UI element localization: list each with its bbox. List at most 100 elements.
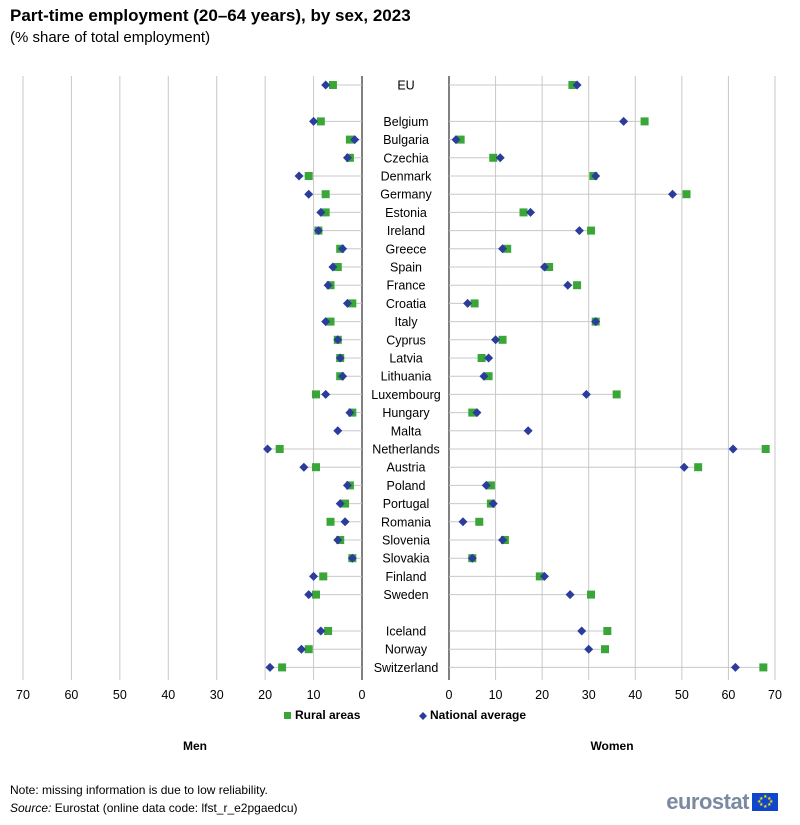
category-label-austria: Austria — [387, 461, 426, 475]
women-national-point-poland — [481, 480, 491, 490]
category-label-lithuania: Lithuania — [381, 370, 432, 384]
chart-title: Part-time employment (20–64 years), by s… — [10, 6, 411, 25]
women-tick-label: 30 — [582, 688, 596, 702]
women-national-point-belgium — [619, 116, 629, 126]
source-text: Eurostat (online data code: lfst_r_e2pga… — [51, 801, 298, 815]
category-label-croatia: Croatia — [386, 297, 426, 311]
women-rural-point-latvia — [477, 354, 486, 362]
category-label-greece: Greece — [386, 242, 427, 256]
men-rural-point-austria — [311, 463, 320, 472]
women-national-point-sweden — [565, 590, 575, 600]
women-national-point-netherlands — [728, 444, 738, 454]
men-national-point-iceland — [316, 626, 326, 636]
category-label-switzerland: Switzerland — [374, 661, 439, 675]
women-national-point-france — [563, 280, 573, 290]
category-label-finland: Finland — [386, 570, 427, 584]
men-rural-point-germany — [321, 190, 330, 199]
women-national-point-spain — [539, 262, 549, 272]
category-label-spain: Spain — [390, 261, 422, 275]
men-rural-point-iceland — [324, 627, 333, 635]
women-national-point-denmark — [591, 171, 601, 181]
category-label-belgium: Belgium — [383, 115, 428, 129]
butterfly-chart: EU Belgium Bulgaria Czechia Denmark Germany Es… — [16, 76, 782, 753]
women-national-point-italy — [591, 317, 601, 327]
men-national-point-norway — [296, 644, 306, 654]
women-rural-point-belgium — [640, 117, 649, 126]
category-label-eu: EU — [397, 79, 414, 93]
men-rural-point-switzerland — [278, 663, 287, 672]
men-national-point-denmark — [294, 171, 304, 181]
women-rural-point-norway — [601, 645, 610, 654]
women-national-point-romania — [458, 517, 468, 527]
category-label-denmark: Denmark — [381, 170, 432, 184]
men-rural-point-portugal — [341, 499, 350, 508]
men-tick-label: 60 — [64, 688, 78, 702]
women-rural-point-germany — [682, 190, 691, 199]
women-rural-point-bulgaria — [456, 135, 465, 144]
category-label-iceland: Iceland — [386, 625, 426, 639]
men-national-point-czechia — [342, 153, 352, 163]
women-national-point-estonia — [525, 207, 535, 217]
men-national-point-slovakia — [347, 553, 357, 563]
category-label-czechia: Czechia — [383, 151, 428, 165]
women-national-point-switzerland — [730, 662, 740, 672]
legend-national-label: National average — [430, 708, 526, 722]
men-rural-point-italy — [326, 317, 335, 326]
women-national-point-latvia — [484, 353, 494, 363]
source-label: Source: — [10, 801, 52, 815]
men-national-point-cyprus — [333, 335, 343, 345]
category-label-slovenia: Slovenia — [382, 534, 430, 548]
source-line: Source: Eurostat (online data code: lfst… — [10, 801, 298, 815]
women-national-point-croatia — [463, 298, 473, 308]
women-national-point-luxembourg — [581, 389, 591, 399]
women-tick-label: 20 — [535, 688, 549, 702]
category-label-hungary: Hungary — [382, 406, 430, 420]
women-national-point-slovakia — [467, 553, 477, 563]
men-national-point-bulgaria — [350, 135, 360, 145]
women-rural-point-iceland — [603, 627, 612, 635]
men-national-point-italy — [321, 317, 331, 327]
men-national-point-estonia — [316, 207, 326, 217]
chart-subtitle: (% share of total employment) — [10, 29, 211, 46]
women-rural-point-romania — [475, 517, 484, 526]
women-rural-point-czechia — [489, 153, 498, 162]
women-rural-point-spain — [545, 263, 554, 271]
men-national-point-luxembourg — [321, 389, 331, 399]
women-national-point-slovenia — [498, 535, 508, 545]
footnote: Note: missing information is due to low … — [10, 783, 268, 797]
women-rural-point-netherlands — [761, 445, 770, 453]
men-tick-label: 20 — [258, 688, 272, 702]
women-tick-label: 0 — [446, 688, 453, 702]
men-national-point-france — [323, 280, 333, 290]
men-national-point-spain — [328, 262, 338, 272]
men-tick-label: 70 — [16, 688, 30, 702]
men-national-point-lithuania — [338, 371, 348, 381]
women-tick-label: 50 — [675, 688, 689, 702]
women-national-point-austria — [679, 462, 689, 472]
women-rural-point-cyprus — [498, 335, 507, 344]
men-tick-label: 0 — [359, 688, 366, 702]
men-national-point-sweden — [304, 590, 314, 600]
eu-flag-icon: ★ ★ ★ ★ ★ ★ ★ ★ — [752, 793, 778, 811]
women-rural-point-finland — [535, 572, 544, 581]
men-tick-label: 50 — [113, 688, 127, 702]
category-label-malta: Malta — [391, 424, 422, 438]
women-rural-point-sweden — [587, 590, 596, 599]
men-rural-point-denmark — [304, 172, 313, 180]
men-national-point-hungary — [345, 408, 355, 418]
logo-text: eurostat — [666, 789, 749, 814]
men-national-point-slovenia — [333, 535, 343, 545]
men-rural-point-bulgaria — [345, 135, 354, 144]
legend-rural-marker — [284, 712, 291, 719]
category-label-ireland: Ireland — [387, 224, 425, 238]
men-rural-point-eu — [328, 81, 337, 89]
women-national-point-finland — [539, 571, 549, 581]
men-national-point-austria — [299, 462, 309, 472]
women-rural-point-poland — [486, 481, 495, 490]
men-national-point-belgium — [309, 116, 319, 126]
category-label-norway: Norway — [385, 643, 428, 657]
women-tick-label: 10 — [489, 688, 503, 702]
category-label-romania: Romania — [381, 515, 431, 529]
panel-title-women: Women — [590, 739, 633, 753]
men-rural-point-finland — [319, 572, 328, 581]
